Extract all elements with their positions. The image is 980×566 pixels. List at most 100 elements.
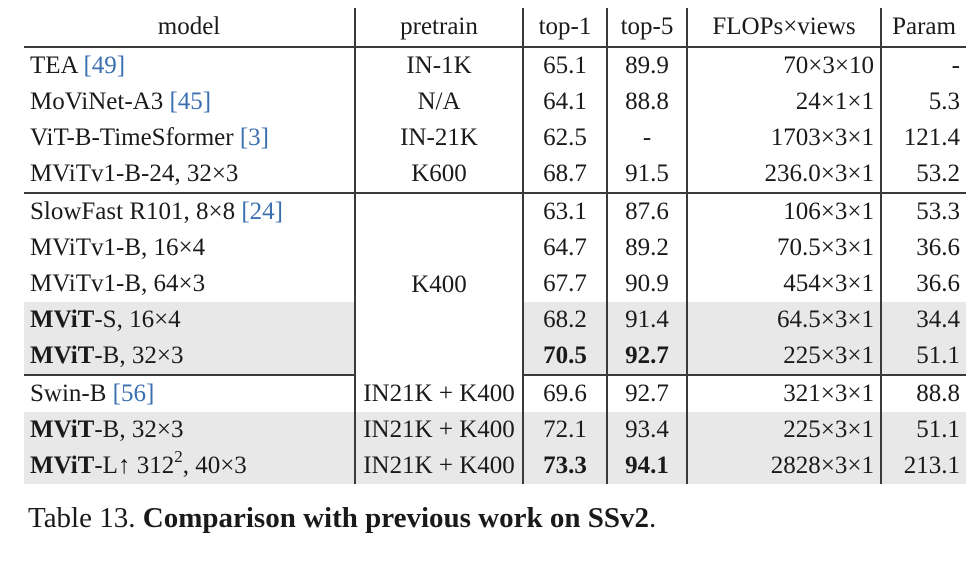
model-name: -B, 32×3 — [94, 342, 184, 369]
table-row-highlighted: MViT-B, 32×3 70.5 92.7 225×3×1 51.1 — [24, 338, 966, 376]
cell-top5: 91.4 — [606, 302, 687, 338]
cell-param: 213.1 — [880, 448, 966, 484]
cell-top1: 68.2 — [522, 302, 607, 338]
cell-pretrain: N/A — [354, 84, 523, 120]
cell-flops: 321×3×1 — [686, 375, 881, 412]
table-row: TEA [49] IN-1K 65.1 89.9 70×3×10 - — [24, 47, 966, 84]
cell-model: Swin-B [56] — [24, 375, 355, 412]
cell-top5: 88.8 — [606, 84, 687, 120]
cell-flops: 70.5×3×1 — [686, 230, 881, 266]
table-row-highlighted: MViT-S, 16×4 68.2 91.4 64.5×3×1 34.4 — [24, 302, 966, 338]
best-top1: 70.5 — [543, 342, 587, 369]
table-row: MoViNet-A3 [45] N/A 64.1 88.8 24×1×1 5.3 — [24, 84, 966, 120]
caption-title: Comparison with previous work on SSv2 — [142, 502, 650, 534]
cell-pretrain: IN21K + K400 — [354, 375, 523, 412]
cell-top1: 67.7 — [522, 266, 607, 302]
cell-top5: 90.9 — [606, 266, 687, 302]
cell-param: 36.6 — [880, 266, 966, 302]
header-param: Param — [880, 8, 966, 48]
cell-param: 121.4 — [880, 120, 966, 156]
table-row-highlighted: MViT-B, 32×3 IN21K + K400 72.1 93.4 225×… — [24, 412, 966, 448]
cell-flops: 225×3×1 — [686, 412, 881, 448]
cell-model: MoViNet-A3 [45] — [24, 84, 355, 120]
cell-flops: 225×3×1 — [686, 338, 881, 376]
header-model: model — [24, 8, 355, 48]
cell-model: MViT-B, 32×3 — [24, 338, 355, 376]
cell-param: 5.3 — [880, 84, 966, 120]
cell-top5: 89.2 — [606, 230, 687, 266]
model-name: -L↑ 312 — [94, 452, 175, 479]
best-top1: 73.3 — [543, 452, 587, 479]
model-name-tail: , 40×3 — [182, 452, 247, 479]
table-row: Swin-B [56] IN21K + K400 69.6 92.7 321×3… — [24, 375, 966, 412]
cell-top1: 70.5 — [522, 338, 607, 376]
cell-top1: 64.1 — [522, 84, 607, 120]
cell-flops: 236.0×3×1 — [686, 156, 881, 194]
cell-top1: 64.7 — [522, 230, 607, 266]
cell-top1: 65.1 — [522, 47, 607, 84]
cell-top5: 92.7 — [606, 375, 687, 412]
model-name-bold: MViT — [30, 342, 95, 369]
cell-pretrain: IN-1K — [354, 47, 523, 84]
cell-top1: 62.5 — [522, 120, 607, 156]
table-row: MViTv1-B-24, 32×3 K600 68.7 91.5 236.0×3… — [24, 156, 966, 194]
cell-model: ViT-B-TimeSformer [3] — [24, 120, 355, 156]
cell-top5: 92.7 — [606, 338, 687, 376]
table-row-highlighted: MViT-L↑ 3122, 40×3 IN21K + K400 73.3 94.… — [24, 448, 966, 484]
cell-top1: 63.1 — [522, 193, 607, 230]
header-flops: FLOPs×views — [686, 8, 881, 48]
table-row: ViT-B-TimeSformer [3] IN-21K 62.5 - 1703… — [24, 120, 966, 156]
cell-param: 34.4 — [880, 302, 966, 338]
cell-model: SlowFast R101, 8×8 [24] — [24, 193, 355, 230]
cell-param: 51.1 — [880, 412, 966, 448]
cell-param: 51.1 — [880, 338, 966, 376]
table-row: SlowFast R101, 8×8 [24] K400 63.1 87.6 1… — [24, 193, 966, 375]
caption-prefix: Table 13. — [28, 502, 143, 534]
model-name: -B, 32×3 — [94, 416, 184, 443]
model-name-bold: MViT — [30, 416, 95, 443]
cell-top5: 91.5 — [606, 156, 687, 194]
cell-model: MViT-L↑ 3122, 40×3 — [24, 448, 355, 484]
cell-flops: 70×3×10 — [686, 47, 881, 84]
header-top1: top-1 — [522, 8, 607, 48]
model-name: MViTv1-B-24, 32×3 — [30, 160, 239, 187]
citation-link[interactable]: [45] — [169, 88, 212, 115]
cell-top5: 89.9 — [606, 47, 687, 84]
cell-top5: 94.1 — [606, 448, 687, 484]
header-row: model pretrain top-1 top-5 FLOPs×views P… — [24, 8, 966, 48]
table-row: MViTv1-B, 64×3 67.7 90.9 454×3×1 36.6 — [24, 266, 966, 302]
cell-flops: 24×1×1 — [686, 84, 881, 120]
model-name: SlowFast R101, 8×8 — [30, 198, 242, 225]
cell-model: MViTv1-B, 64×3 — [24, 266, 355, 302]
cell-param: 53.2 — [880, 156, 966, 194]
model-name: Swin-B — [30, 380, 113, 407]
table-caption: Table 13. Comparison with previous work … — [28, 502, 656, 535]
comparison-table: model pretrain top-1 top-5 FLOPs×views P… — [24, 8, 966, 484]
best-top5: 92.7 — [625, 342, 669, 369]
model-name: -S, 16×4 — [94, 306, 181, 333]
cell-model: MViTv1-B, 16×4 — [24, 230, 355, 266]
model-name: TEA — [30, 52, 84, 79]
cell-top1: 69.6 — [522, 375, 607, 412]
cell-model: MViT-S, 16×4 — [24, 302, 355, 338]
cell-pretrain: IN21K + K400 — [354, 412, 523, 448]
citation-link[interactable]: [49] — [83, 52, 126, 79]
cell-top1: 73.3 — [522, 448, 607, 484]
cell-model: MViT-B, 32×3 — [24, 412, 355, 448]
header-pretrain: pretrain — [354, 8, 523, 48]
model-name-bold: MViT — [30, 452, 95, 479]
citation-link[interactable]: [3] — [239, 124, 270, 151]
cell-pretrain-merged: K400 — [354, 193, 523, 375]
model-name: ViT-B-TimeSformer — [30, 124, 240, 151]
cell-pretrain: IN21K + K400 — [354, 448, 523, 484]
citation-link[interactable]: [24] — [241, 198, 284, 225]
citation-link[interactable]: [56] — [112, 380, 155, 407]
cell-flops: 1703×3×1 — [686, 120, 881, 156]
cell-top1: 72.1 — [522, 412, 607, 448]
table-row: MViTv1-B, 16×4 64.7 89.2 70.5×3×1 36.6 — [24, 230, 966, 266]
model-name: MViTv1-B, 16×4 — [30, 234, 206, 261]
best-top5: 94.1 — [625, 452, 669, 479]
cell-flops: 2828×3×1 — [686, 448, 881, 484]
cell-model: MViTv1-B-24, 32×3 — [24, 156, 355, 194]
